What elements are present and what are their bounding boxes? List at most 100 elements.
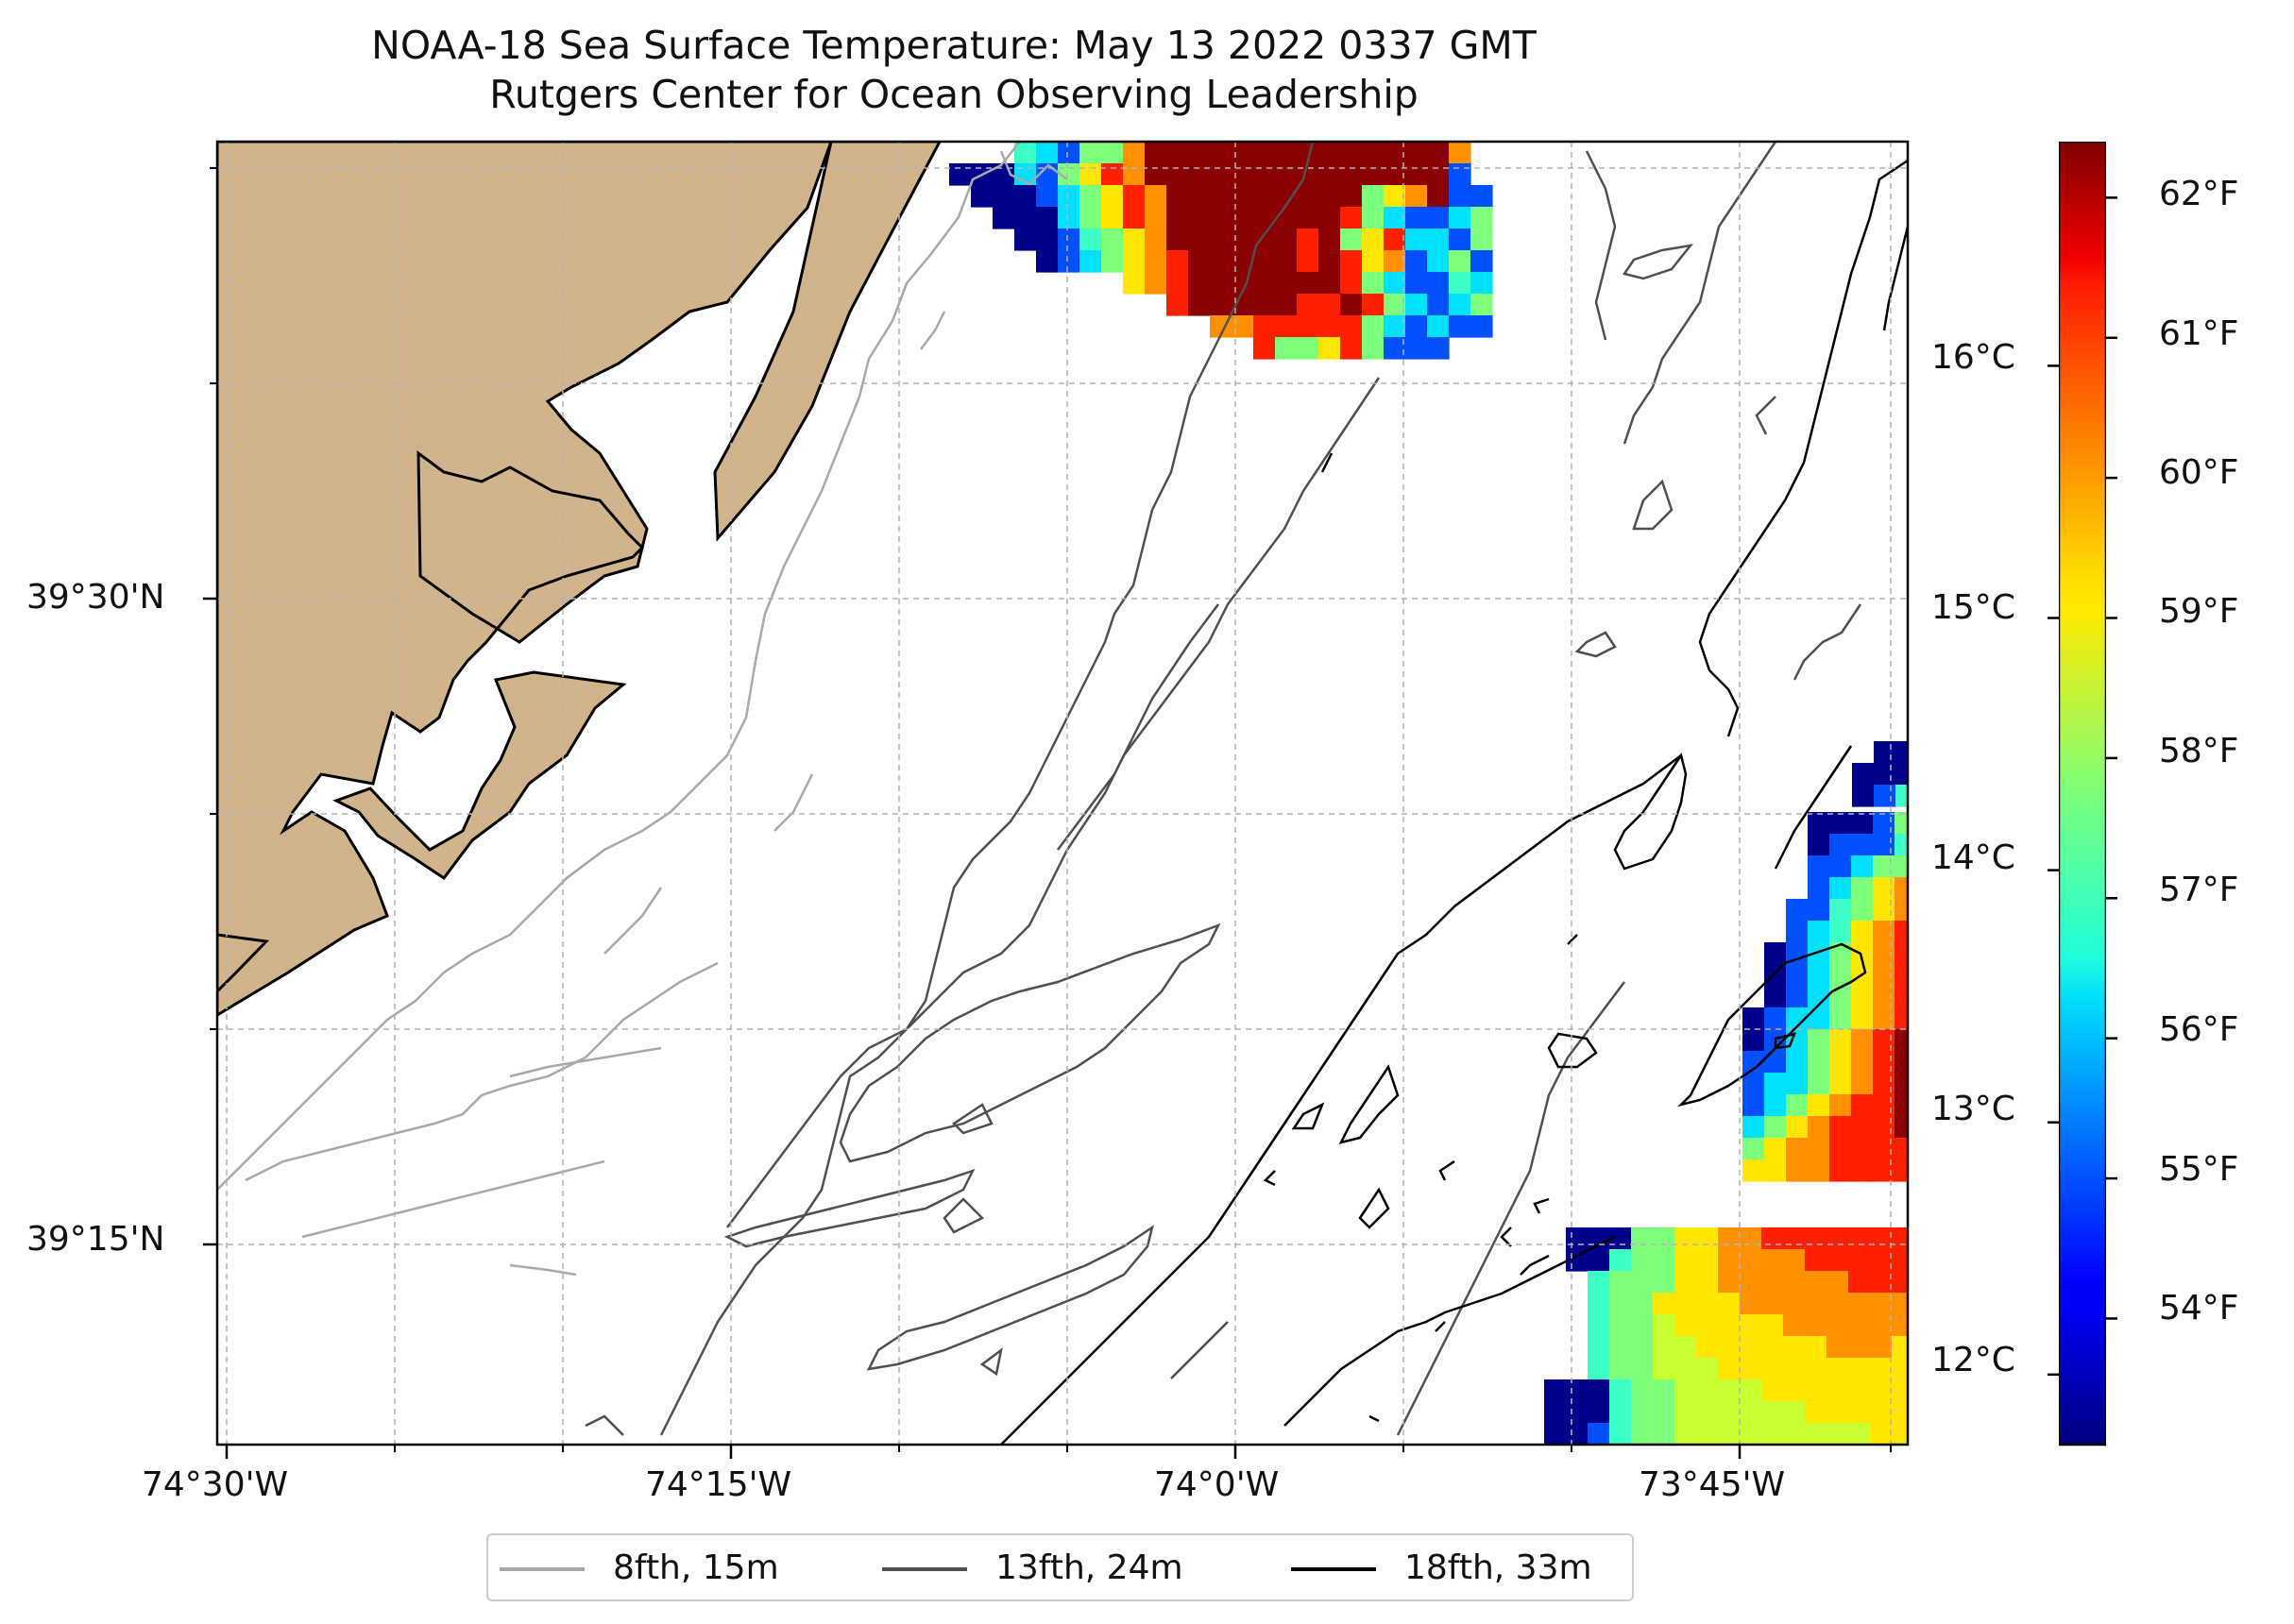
sst-se-south-pixel xyxy=(1631,1358,1654,1380)
sst-north-pixel xyxy=(1101,250,1124,273)
sst-se-mid-pixel xyxy=(1895,964,1908,987)
sst-north-pixel xyxy=(993,207,1015,229)
sst-se-south-pixel xyxy=(1609,1336,1632,1359)
sst-north-pixel xyxy=(1253,142,1276,164)
sst-se-south-pixel xyxy=(1827,1423,1849,1445)
sst-se-mid-pixel xyxy=(1829,921,1852,943)
sst-se-top-pixel xyxy=(1895,741,1908,764)
sst-se-mid-pixel xyxy=(1808,855,1830,878)
colorbar-f-tick-59: 59°F xyxy=(2159,592,2239,631)
legend-label-13fth: 13fth, 24m xyxy=(995,1548,1183,1587)
sst-se-south-pixel xyxy=(1718,1227,1741,1250)
sst-north-pixel xyxy=(1232,207,1254,229)
sst-se-mid-pixel xyxy=(1938,921,1961,943)
sst-north-pixel xyxy=(1297,207,1319,229)
sst-north-pixel xyxy=(1340,207,1363,229)
sst-se-south-pixel xyxy=(1696,1423,1719,1445)
sst-se-south-pixel xyxy=(1609,1293,1632,1315)
colorbar-f-tick-54: 54°F xyxy=(2159,1289,2239,1328)
sst-se-south-pixel xyxy=(1935,1314,1958,1337)
sst-se-south-pixel xyxy=(1653,1293,1675,1315)
colorbar-c-tick-14: 14°C xyxy=(1931,838,2015,877)
sst-se-south-pixel xyxy=(1848,1379,1871,1402)
sst-se-south-pixel xyxy=(1653,1401,1675,1424)
sst-north-pixel xyxy=(1275,228,1298,251)
sst-north-pixel xyxy=(1210,250,1232,273)
sst-north-pixel xyxy=(1101,142,1124,164)
sst-north-pixel xyxy=(1058,142,1080,164)
sst-se-mid-pixel xyxy=(1851,855,1874,878)
sst-se-mid-pixel xyxy=(1808,1051,1830,1074)
sst-se-south-pixel xyxy=(1935,1401,1958,1424)
sst-se-mid-pixel xyxy=(1895,1116,1908,1139)
land-peninsula xyxy=(217,933,270,994)
sst-se-south-pixel xyxy=(1588,1249,1610,1272)
sst-se-south-pixel xyxy=(1957,1293,1980,1315)
sst-se-mid-pixel xyxy=(1764,1073,1787,1095)
sst-se-mid-pixel xyxy=(1829,964,1852,987)
sst-se-mid-pixel xyxy=(1851,1029,1874,1052)
sst-north-pixel xyxy=(1145,207,1167,229)
colorbar-c-tick-16: 16°C xyxy=(1931,338,2015,377)
sst-se-south-pixel xyxy=(1631,1401,1654,1424)
sst-se-mid-pixel xyxy=(1742,1116,1765,1139)
sst-se-mid-pixel xyxy=(1916,921,1939,943)
sst-se-mid-pixel xyxy=(1873,1138,1895,1160)
sst-north-pixel xyxy=(1362,315,1385,338)
sst-se-south-pixel xyxy=(1805,1293,1827,1315)
sst-se-mid-pixel xyxy=(1851,986,1874,1008)
sst-se-south-pixel xyxy=(1588,1358,1610,1380)
sst-se-south-pixel xyxy=(1653,1271,1675,1294)
sst-north-pixel xyxy=(993,185,1015,208)
sst-se-mid-pixel xyxy=(1829,1116,1852,1139)
sst-se-south-pixel xyxy=(1718,1249,1741,1272)
sst-se-mid-pixel xyxy=(1786,1094,1809,1117)
sst-se-mid-pixel xyxy=(1938,1051,1961,1074)
sst-se-mid-pixel xyxy=(1851,1073,1874,1095)
sst-se-mid-pixel xyxy=(1938,986,1961,1008)
legend-line-13fth xyxy=(882,1567,967,1571)
sst-se-south-pixel xyxy=(1805,1336,1827,1359)
sst-se-south-pixel xyxy=(1892,1336,1908,1359)
sst-se-mid-pixel xyxy=(1895,877,1908,900)
sst-se-south-pixel xyxy=(1609,1249,1632,1272)
sst-north-pixel xyxy=(1079,228,1102,251)
sst-north-pixel xyxy=(1058,250,1080,273)
sst-se-mid-pixel xyxy=(1960,964,1982,987)
sst-north-pixel xyxy=(1384,185,1406,208)
sst-se-top-pixel xyxy=(1917,785,1940,807)
sst-se-south-pixel xyxy=(1609,1358,1632,1380)
sst-se-mid-pixel xyxy=(1808,877,1830,900)
sst-north-pixel xyxy=(1101,185,1124,208)
sst-se-mid-pixel xyxy=(1808,812,1830,835)
sst-se-south-pixel xyxy=(1892,1271,1908,1294)
sst-se-mid-pixel xyxy=(1895,986,1908,1008)
sst-se-south-pixel xyxy=(1609,1423,1632,1445)
sst-se-mid-pixel xyxy=(1808,899,1830,922)
sst-se-mid-pixel xyxy=(1851,921,1874,943)
sst-se-south-pixel xyxy=(1892,1314,1908,1337)
sst-se-south-pixel xyxy=(1805,1271,1827,1294)
sst-north-pixel xyxy=(1275,315,1298,338)
sst-north-pixel xyxy=(1232,142,1254,164)
colorbar-f-tick-56: 56°F xyxy=(2159,1010,2239,1049)
sst-se-south-pixel xyxy=(1827,1379,1849,1402)
lat-tick-label-1: 39°30'N xyxy=(26,578,165,617)
sst-se-south-pixel xyxy=(1870,1271,1893,1294)
sst-north-pixel xyxy=(1232,228,1254,251)
sst-se-south-pixel xyxy=(1827,1227,1849,1250)
sst-se-mid-pixel xyxy=(1786,1073,1809,1095)
sst-se-south-pixel xyxy=(1827,1249,1849,1272)
sst-se-mid-pixel xyxy=(1938,1159,1961,1182)
sst-se-south-pixel xyxy=(1696,1314,1719,1337)
sst-se-mid-pixel xyxy=(1742,1073,1765,1095)
sst-se-south-pixel xyxy=(1827,1314,1849,1337)
sst-se-south-pixel xyxy=(1957,1401,1980,1424)
sst-north-pixel xyxy=(1275,185,1298,208)
sst-se-south-pixel xyxy=(1761,1249,1784,1272)
sst-se-south-pixel xyxy=(1674,1249,1697,1272)
sst-se-mid-pixel xyxy=(1808,1007,1830,1030)
sst-north-pixel xyxy=(1384,315,1406,338)
sst-north-pixel xyxy=(1362,228,1385,251)
sst-north-pixel xyxy=(1232,315,1254,338)
